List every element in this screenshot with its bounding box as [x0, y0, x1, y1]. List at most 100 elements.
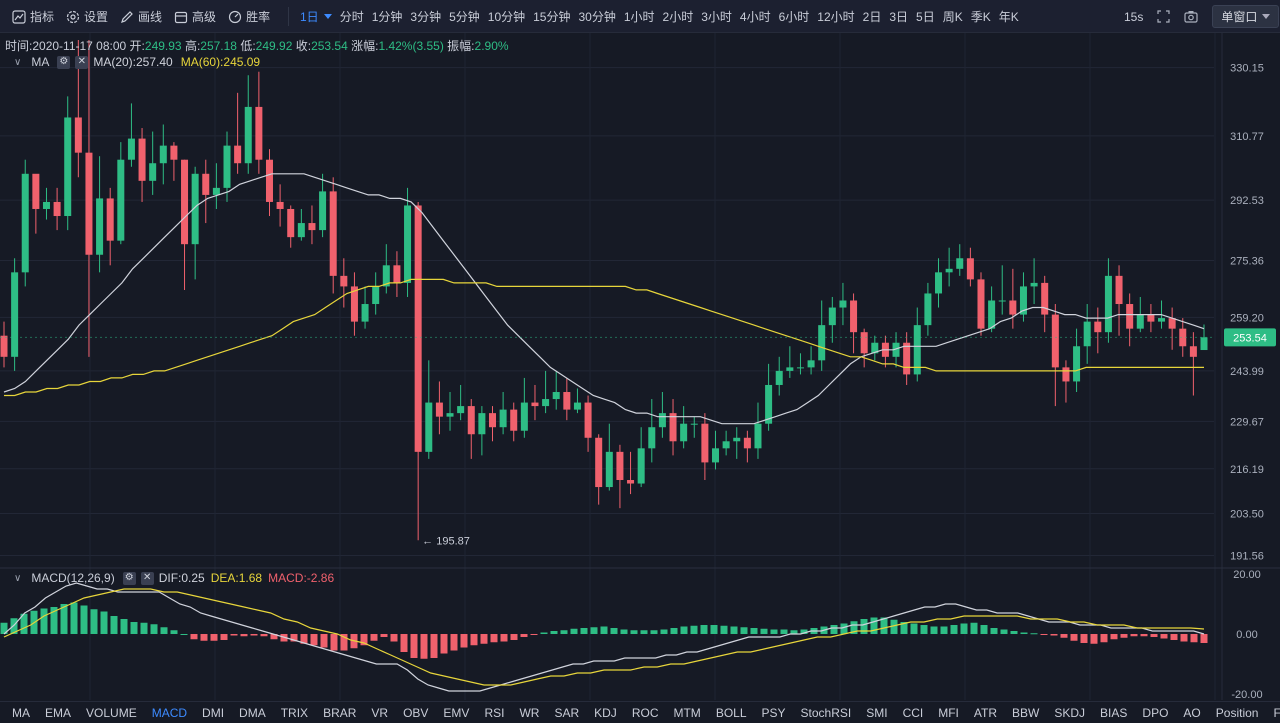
candle-body	[1073, 346, 1081, 382]
timeframe-tab[interactable]: 30分钟	[578, 10, 616, 24]
timeframe-dropdown[interactable]: 1日	[300, 8, 332, 25]
indicator-tab[interactable]: EMA	[45, 705, 72, 720]
timeframe-tab[interactable]: 分时	[339, 10, 364, 24]
timeframe-tab[interactable]: 5分钟	[449, 10, 480, 24]
indicator-tab[interactable]: BRAR	[323, 705, 357, 720]
indicator-tab[interactable]: RSI	[484, 705, 505, 720]
camera-icon[interactable]	[1184, 10, 1198, 23]
fullscreen-icon[interactable]	[1157, 10, 1170, 23]
indicator-tab[interactable]: VOLUME	[86, 705, 137, 720]
indicator-tab[interactable]: BIAS	[1100, 705, 1128, 720]
timeframe-tab[interactable]: 2日	[862, 10, 882, 24]
indicator-tab[interactable]: TRIX	[280, 705, 309, 720]
indicator-tab[interactable]: ROC	[631, 705, 659, 720]
indicator-tab[interactable]: BOLL	[715, 705, 747, 720]
timeframe-tab[interactable]: 4小时	[739, 10, 771, 24]
candle-body	[733, 437, 741, 442]
candle	[234, 92, 242, 174]
timeframe-tab[interactable]: 年K	[998, 10, 1019, 24]
refresh-interval[interactable]: 15s	[1124, 9, 1144, 24]
candle	[924, 282, 932, 336]
candle	[1030, 258, 1038, 305]
macd-bar	[190, 634, 198, 640]
candle-body	[488, 413, 496, 428]
indicator-tab[interactable]: Fundflow	[1273, 705, 1280, 720]
timeframe-tab[interactable]: 3分钟	[410, 10, 442, 24]
timeframe-tab[interactable]: 2小时	[662, 10, 694, 24]
macd-bar	[90, 609, 98, 634]
indicator-tab[interactable]: MTM	[673, 705, 701, 720]
timeframe-tab[interactable]: 6小时	[778, 10, 810, 24]
timeframe-tab[interactable]: 3日	[889, 10, 909, 24]
candle-body	[510, 409, 518, 431]
timeframe-tab[interactable]: 周K	[942, 10, 963, 24]
macd-bar	[940, 626, 948, 634]
candle-body	[520, 402, 528, 431]
ma-settings-gear-icon[interactable]: ⚙	[57, 55, 71, 69]
macd-bar	[630, 630, 638, 634]
indicator-tab[interactable]: Position	[1215, 705, 1259, 720]
candle	[265, 149, 273, 217]
indicator-tab[interactable]: OBV	[403, 705, 429, 720]
indicator-tab[interactable]: ATR	[973, 705, 998, 720]
close-label: 收:	[295, 39, 312, 53]
collapse-chevron-icon[interactable]: ∨	[14, 572, 22, 584]
candle	[510, 402, 518, 442]
collapse-chevron-icon[interactable]: ∨	[14, 56, 22, 68]
indicator-tab[interactable]: WR	[519, 705, 540, 720]
indicator-tab[interactable]: SAR	[554, 705, 580, 720]
indicator-tab[interactable]: StochRSI	[800, 705, 852, 720]
candle-body	[690, 423, 698, 425]
timeframe-tab[interactable]: 3小时	[701, 10, 732, 24]
price-tick-label: 275.36	[1230, 256, 1264, 268]
candle-body	[1168, 318, 1176, 329]
win-rate-button[interactable]: 胜率	[228, 8, 270, 25]
indicators-button[interactable]: 指标	[12, 8, 54, 25]
indicator-tab[interactable]: MFI	[938, 705, 959, 720]
indicator-tab[interactable]: EMV	[443, 705, 470, 720]
indicator-tab[interactable]: DMI	[202, 705, 225, 720]
indicator-tab[interactable]: CCI	[902, 705, 924, 720]
indicator-tab[interactable]: BBW	[1012, 705, 1040, 720]
candle-body	[85, 152, 93, 255]
indicator-tab[interactable]: AO	[1183, 705, 1201, 720]
macd-bar	[1190, 634, 1198, 643]
timeframe-tab[interactable]: 12小时	[817, 10, 855, 24]
candle	[616, 444, 624, 509]
candle-body	[457, 406, 465, 414]
indicator-tab[interactable]: SKDJ	[1054, 705, 1086, 720]
candle	[0, 321, 8, 368]
indicator-tab[interactable]: MACD	[151, 705, 188, 720]
candle-body	[117, 159, 125, 241]
macd-settings-gear-icon[interactable]: ⚙	[122, 571, 136, 585]
macd-bar	[850, 621, 858, 634]
candle-body	[701, 423, 709, 463]
timeframe-tab[interactable]: 15分钟	[533, 10, 571, 24]
timeframe-tab[interactable]: 1小时	[623, 10, 655, 24]
macd-bar	[650, 630, 658, 634]
candle-body	[191, 173, 199, 245]
candle	[807, 346, 815, 375]
timeframe-tab[interactable]: 5日	[916, 10, 935, 24]
settings-button[interactable]: 设置	[66, 8, 108, 25]
indicator-tab[interactable]: VR	[371, 705, 389, 720]
macd-close-icon[interactable]: ✕	[140, 571, 154, 585]
indicator-tab[interactable]: SMI	[866, 705, 888, 720]
kline-chart[interactable]: 330.15 310.77 292.53 275.36 259.20 243.99 229.…	[0, 0, 1280, 701]
candle-body	[1200, 337, 1208, 351]
window-mode-select[interactable]: 单窗口	[1212, 5, 1280, 28]
indicator-tab[interactable]: KDJ	[594, 705, 617, 720]
indicator-tab[interactable]: PSY	[761, 705, 786, 720]
candle	[690, 416, 698, 438]
low-value: 249.92	[255, 39, 293, 53]
ma-close-icon[interactable]: ✕	[75, 55, 89, 69]
timeframe-tab[interactable]: 1分钟	[371, 10, 403, 24]
indicator-tab[interactable]: DPO	[1142, 705, 1169, 720]
advanced-button[interactable]: 高级	[174, 8, 216, 25]
draw-line-button[interactable]: 画线	[120, 8, 162, 25]
indicator-tab[interactable]: DMA	[239, 705, 266, 720]
indicator-tab[interactable]: MA	[12, 705, 30, 720]
timeframe-tab[interactable]: 季K	[970, 10, 991, 24]
candle-body	[1179, 328, 1187, 347]
timeframe-tab[interactable]: 10分钟	[487, 10, 526, 24]
